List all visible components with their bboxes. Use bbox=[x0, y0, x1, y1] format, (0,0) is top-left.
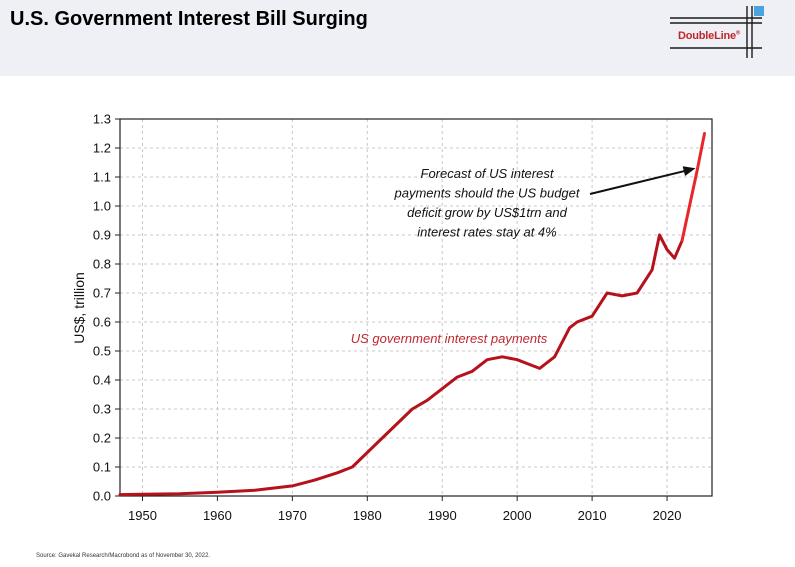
y-tick-label: 0.3 bbox=[93, 402, 111, 417]
forecast-annotation-line: payments should the US budget bbox=[393, 186, 580, 201]
doubleline-logo: DoubleLine® bbox=[670, 6, 770, 58]
forecast-annotation-line: Forecast of US interest bbox=[421, 166, 555, 181]
series bbox=[118, 132, 706, 497]
y-tick-label: 0.6 bbox=[93, 315, 111, 330]
y-tick-label: 0.4 bbox=[93, 373, 111, 388]
y-tick-label: 0.1 bbox=[93, 460, 111, 475]
y-tick-label: 0.2 bbox=[93, 431, 111, 446]
forecast-arrowhead bbox=[682, 166, 696, 176]
x-tick-label: 1990 bbox=[428, 508, 457, 523]
forecast-annotation-line: interest rates stay at 4% bbox=[417, 225, 556, 240]
axes bbox=[115, 118, 713, 501]
x-tick-label: 1950 bbox=[128, 508, 157, 523]
y-tick-label: 1.3 bbox=[93, 112, 111, 127]
plot-frame bbox=[119, 118, 713, 497]
x-tick-label: 1970 bbox=[278, 508, 307, 523]
y-tick-label: 0.7 bbox=[93, 286, 111, 301]
logo-text: DoubleLine® bbox=[678, 30, 741, 42]
header-band bbox=[0, 0, 795, 76]
x-tick-label: 2020 bbox=[653, 508, 682, 523]
annotations: Forecast of US interest payments should t… bbox=[351, 166, 696, 346]
y-tick-label: 1.1 bbox=[93, 170, 111, 185]
tick-labels: 0.0 0.1 0.2 0.3 0.4 0.5 0.6 0.7 0.8 0.9 1.0 1.1 1.2 1… bbox=[93, 112, 682, 524]
forecast-annotation-line: deficit grow by US$1trn and bbox=[407, 205, 567, 220]
source-note: Source: Gavekal Research/Macrobond as of… bbox=[36, 553, 211, 559]
forecast-arrow bbox=[589, 169, 688, 195]
page-title: U.S. Government Interest Bill Surging bbox=[10, 8, 368, 30]
x-tick-label: 1960 bbox=[203, 508, 232, 523]
grid bbox=[120, 118, 712, 497]
x-tick-label: 1980 bbox=[353, 508, 382, 523]
x-tick-label: 2010 bbox=[578, 508, 607, 523]
y-tick-label: 1.0 bbox=[93, 199, 111, 214]
forecast-line bbox=[680, 132, 706, 243]
y-tick-label: 0.9 bbox=[93, 228, 111, 243]
y-tick-label: 0.8 bbox=[93, 257, 111, 272]
y-tick-label: 1.2 bbox=[93, 141, 111, 156]
x-tick-label: 2000 bbox=[503, 508, 532, 523]
y-tick-label: 0.0 bbox=[93, 489, 111, 504]
y-tick-label: 0.5 bbox=[93, 344, 111, 359]
interest-payments-line bbox=[118, 233, 684, 497]
y-axis-label: US$, trillion bbox=[71, 272, 87, 344]
logo-lines-icon bbox=[670, 6, 764, 58]
series-annotation: US government interest payments bbox=[351, 331, 548, 346]
